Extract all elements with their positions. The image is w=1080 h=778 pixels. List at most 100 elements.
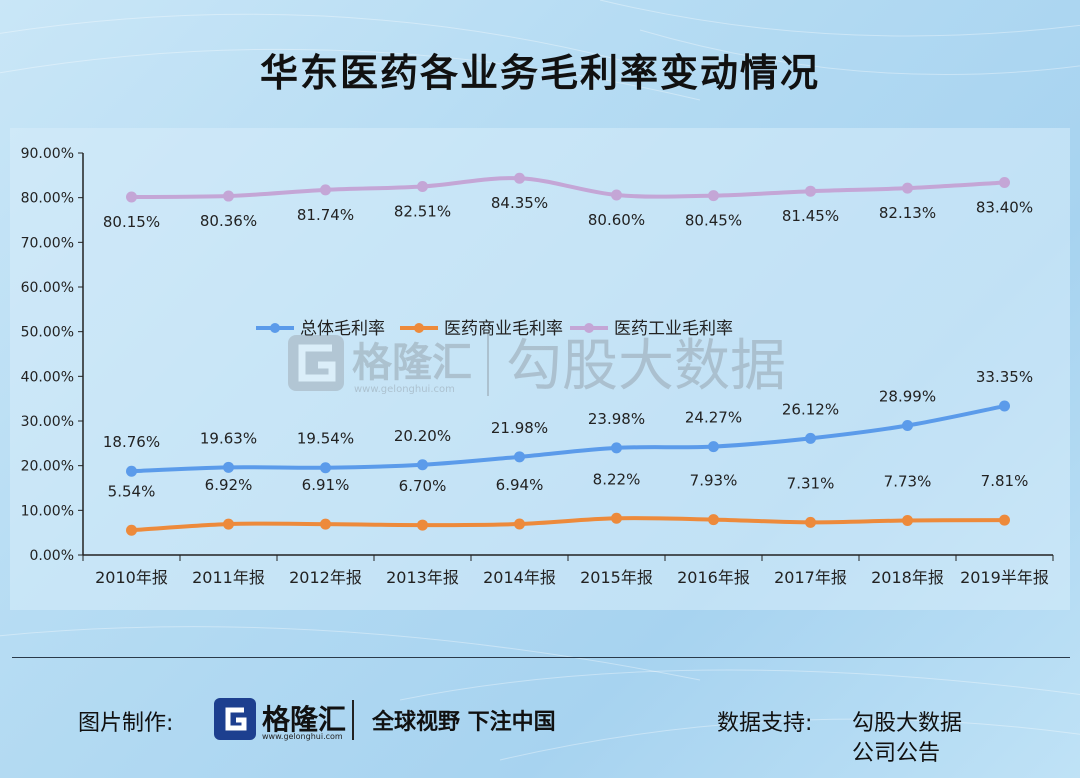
chart-panel: 格隆汇 www.gelonghui.com 勾股大数据 0.00% 10.00% 20.0… xyxy=(10,128,1070,610)
data-label: 23.98% xyxy=(588,410,645,428)
x-tick-label: 2010年报 xyxy=(95,568,168,587)
data-label: 20.20% xyxy=(394,427,451,445)
data-point xyxy=(902,182,913,194)
legend-label: 医药商业毛利率 xyxy=(444,319,563,339)
data-label: 21.98% xyxy=(491,419,548,437)
data-label: 80.60% xyxy=(588,211,645,229)
x-tick-label: 2019半年报 xyxy=(960,568,1049,587)
data-point xyxy=(611,512,622,524)
watermark-brand: 格隆汇 xyxy=(352,340,472,386)
data-point xyxy=(805,432,816,444)
x-tick-label: 2016年报 xyxy=(677,568,750,587)
data-point xyxy=(320,462,331,474)
data-point xyxy=(320,518,331,530)
series-line xyxy=(129,516,1007,533)
gelonghui-logo-icon xyxy=(214,698,256,740)
data-point xyxy=(999,400,1010,412)
data-label: 83.40% xyxy=(976,198,1033,216)
data-point xyxy=(805,185,816,197)
page-title: 华东医药各业务毛利率变动情况 xyxy=(259,51,820,95)
data-label: 80.45% xyxy=(685,212,742,230)
y-tick-label: 80.00% xyxy=(21,191,74,207)
data-label: 7.81% xyxy=(981,472,1029,490)
data-point xyxy=(902,514,913,526)
y-tick-label: 90.00% xyxy=(21,146,74,162)
footer-divider-line xyxy=(12,657,1070,658)
data-point xyxy=(223,518,234,530)
x-tick-label: 2012年报 xyxy=(289,568,362,587)
x-tick-label: 2018年报 xyxy=(871,568,944,587)
data-point xyxy=(514,518,525,530)
legend-label: 医药工业毛利率 xyxy=(614,319,733,339)
data-point xyxy=(417,519,428,531)
footer-vertical-divider xyxy=(352,700,354,740)
data-point xyxy=(611,442,622,454)
data-label: 7.31% xyxy=(787,474,835,492)
data-point xyxy=(514,451,525,463)
data-point xyxy=(514,172,525,184)
data-point xyxy=(223,461,234,473)
y-tick-label: 40.00% xyxy=(21,369,74,385)
data-point xyxy=(417,180,428,192)
data-point xyxy=(902,420,913,432)
y-tick-label: 30.00% xyxy=(21,414,74,430)
data-label: 80.36% xyxy=(200,212,257,230)
data-label: 18.76% xyxy=(103,433,160,451)
data-label: 5.54% xyxy=(108,482,156,500)
legend-marker xyxy=(584,323,594,333)
data-label: 6.92% xyxy=(205,476,253,494)
data-point xyxy=(320,184,331,196)
data-label: 82.51% xyxy=(394,202,451,220)
y-tick-label: 60.00% xyxy=(21,280,74,296)
data-label: 7.93% xyxy=(690,472,738,490)
y-tick-label: 0.00% xyxy=(30,548,74,564)
data-point xyxy=(611,189,622,201)
data-label: 84.35% xyxy=(491,194,548,212)
legend-marker xyxy=(270,323,280,333)
data-label: 8.22% xyxy=(593,470,641,488)
logo-url: www.gelonghui.com xyxy=(262,732,343,741)
data-point xyxy=(999,176,1010,188)
logo-name: 格隆汇 xyxy=(262,703,347,736)
data-point xyxy=(223,190,234,202)
data-label: 19.54% xyxy=(297,430,354,448)
source-item: 公司公告 xyxy=(852,741,941,766)
data-label: 19.63% xyxy=(200,429,257,447)
slogan: 全球视野 下注中国 xyxy=(372,710,556,735)
x-tick-label: 2011年报 xyxy=(192,568,265,587)
legend-label: 总体毛利率 xyxy=(300,319,385,339)
x-tick-label: 2015年报 xyxy=(580,568,653,587)
data-label: 28.99% xyxy=(879,388,936,406)
y-tick-label: 70.00% xyxy=(21,235,74,251)
x-tick-label: 2013年报 xyxy=(386,568,459,587)
data-point xyxy=(708,441,719,453)
data-label: 33.35% xyxy=(976,368,1033,386)
data-label: 6.94% xyxy=(496,476,544,494)
watermark-url: www.gelonghui.com xyxy=(354,384,455,395)
watermark-secondary: 勾股大数据 xyxy=(506,334,786,399)
x-tick-label: 2014年报 xyxy=(483,568,556,587)
data-label: 7.73% xyxy=(884,472,932,490)
data-point xyxy=(708,514,719,526)
data-label: 24.27% xyxy=(685,409,742,427)
y-tick-label: 20.00% xyxy=(21,459,74,475)
data-point xyxy=(417,459,428,471)
data-point xyxy=(708,190,719,202)
data-point xyxy=(126,524,137,536)
data-label: 81.45% xyxy=(782,207,839,225)
legend-marker xyxy=(414,323,424,333)
source-item: 勾股大数据 xyxy=(852,711,963,736)
data-label: 6.91% xyxy=(302,476,350,494)
data-point xyxy=(126,465,137,477)
data-point xyxy=(999,514,1010,526)
watermark-logo-mark xyxy=(298,344,336,382)
data-point xyxy=(126,191,137,203)
data-label: 6.70% xyxy=(399,477,447,495)
made-by-label: 图片制作: xyxy=(78,711,174,736)
data-label: 81.74% xyxy=(297,206,354,224)
data-label: 26.12% xyxy=(782,400,839,418)
data-point xyxy=(805,516,816,528)
